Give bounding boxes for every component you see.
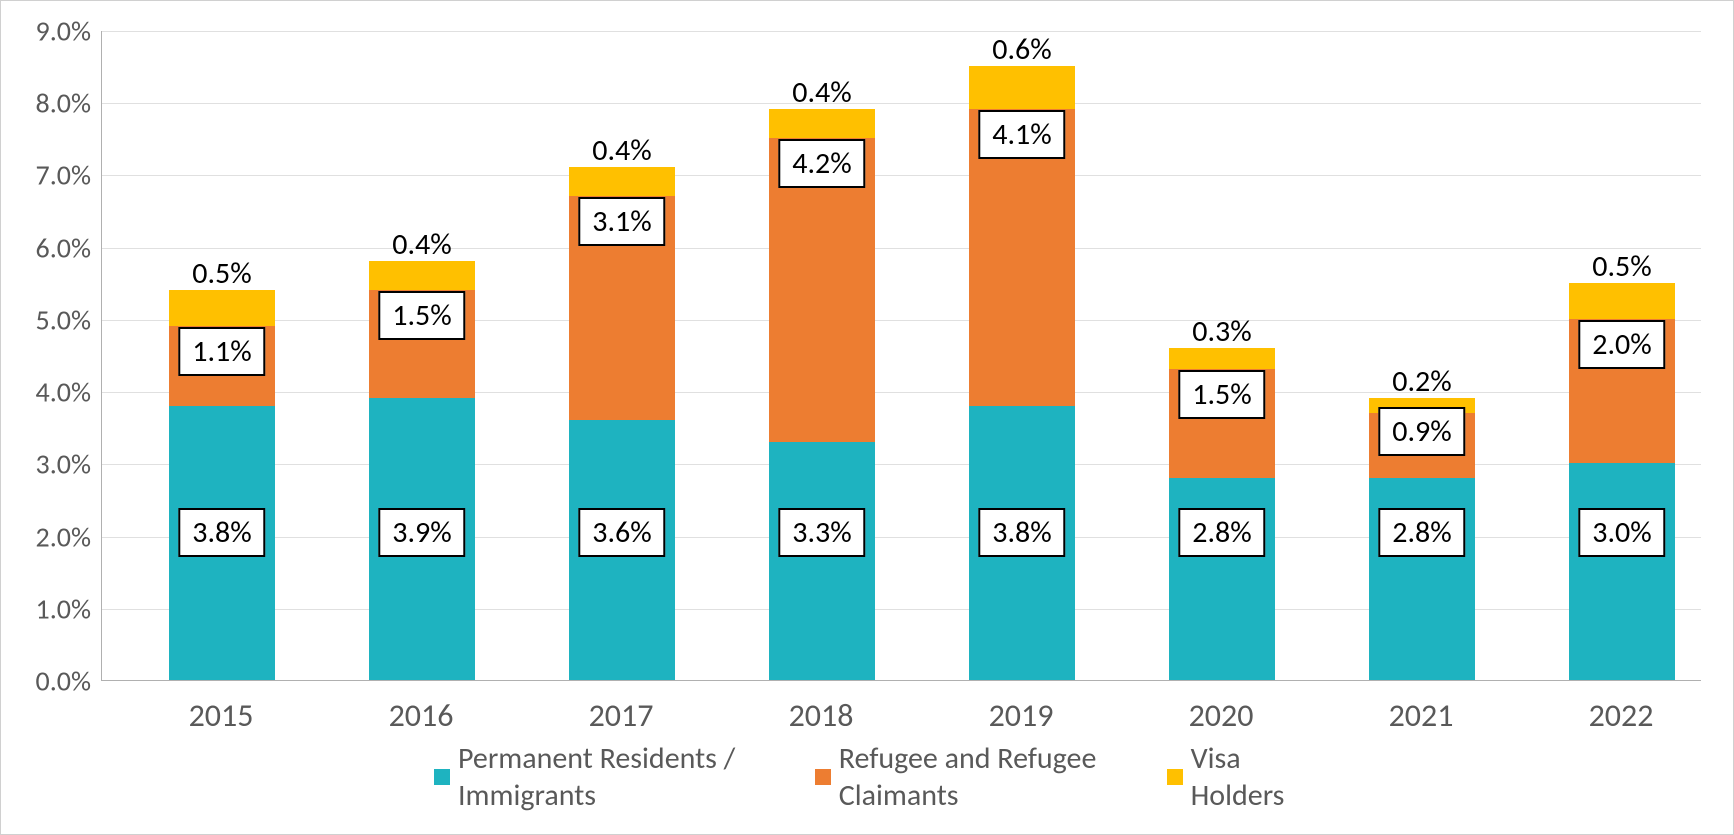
legend-label: Visa Holders	[1191, 740, 1300, 814]
plot-area: 3.8% 1.1% 0.5% 3.9% 1.5% 0.4% 3.6% 3.1% 0.4% 3.3%…	[101, 31, 1701, 681]
data-label-permanent: 3.9%	[378, 508, 465, 557]
xtick-label: 2016	[389, 696, 454, 735]
xtick-label: 2015	[189, 696, 254, 735]
bar-segment-visa	[1169, 348, 1275, 370]
bar-group	[369, 30, 475, 680]
data-label-permanent: 3.8%	[978, 508, 1065, 557]
data-label-permanent: 3.8%	[178, 508, 265, 557]
bar-segment-permanent	[1569, 463, 1675, 680]
legend: Permanent Residents / Immigrants Refugee …	[434, 740, 1300, 814]
data-label-refugee: 1.1%	[178, 327, 265, 376]
ytick-label: 5.0%	[11, 302, 91, 337]
ytick-label: 6.0%	[11, 230, 91, 265]
data-label-visa: 0.3%	[1192, 313, 1251, 350]
data-label-visa: 0.4%	[392, 226, 451, 263]
xtick-label: 2022	[1589, 696, 1654, 735]
data-label-refugee: 2.0%	[1578, 320, 1665, 369]
ytick-label: 3.0%	[11, 447, 91, 482]
data-label-refugee: 1.5%	[378, 291, 465, 340]
data-label-permanent: 3.6%	[578, 508, 665, 557]
bar-segment-visa	[969, 66, 1075, 109]
ytick-label: 9.0%	[11, 14, 91, 49]
data-label-permanent: 2.8%	[1378, 508, 1465, 557]
data-label-visa: 0.5%	[192, 255, 251, 292]
data-label-visa: 0.6%	[992, 31, 1051, 68]
data-label-refugee: 4.1%	[978, 110, 1065, 159]
legend-swatch	[434, 769, 450, 785]
ytick-label: 8.0%	[11, 86, 91, 121]
ytick-label: 0.0%	[11, 664, 91, 699]
data-label-refugee: 4.2%	[778, 139, 865, 188]
data-label-refugee: 0.9%	[1378, 407, 1465, 456]
bar-segment-visa	[1569, 283, 1675, 319]
data-label-visa: 0.4%	[792, 74, 851, 111]
bar-segment-permanent	[769, 442, 875, 680]
data-label-refugee: 3.1%	[578, 197, 665, 246]
xtick-label: 2019	[989, 696, 1054, 735]
ytick-label: 2.0%	[11, 519, 91, 554]
legend-swatch	[815, 769, 831, 785]
data-label-permanent: 3.3%	[778, 508, 865, 557]
data-label-refugee: 1.5%	[1178, 370, 1265, 419]
bar-segment-visa	[769, 109, 875, 138]
bar-group	[1369, 30, 1475, 680]
bar-group	[569, 30, 675, 680]
data-label-permanent: 3.0%	[1578, 508, 1665, 557]
legend-label: Permanent Residents / Immigrants	[458, 740, 775, 814]
xtick-label: 2018	[789, 696, 854, 735]
data-label-visa: 0.5%	[1592, 248, 1651, 285]
bar-segment-visa	[369, 261, 475, 290]
legend-label: Refugee and Refugee Claimants	[839, 740, 1127, 814]
bar-group	[1169, 30, 1275, 680]
xtick-label: 2017	[589, 696, 654, 735]
ytick-label: 1.0%	[11, 591, 91, 626]
xtick-label: 2020	[1189, 696, 1254, 735]
data-label-visa: 0.2%	[1392, 363, 1451, 400]
bar-segment-visa	[169, 290, 275, 326]
legend-item: Refugee and Refugee Claimants	[815, 740, 1127, 814]
legend-swatch	[1167, 769, 1183, 785]
stacked-bar-chart: 3.8% 1.1% 0.5% 3.9% 1.5% 0.4% 3.6% 3.1% 0.4% 3.3%…	[0, 0, 1734, 835]
data-label-visa: 0.4%	[592, 132, 651, 169]
bar-segment-visa	[569, 167, 675, 196]
xtick-label: 2021	[1389, 696, 1454, 735]
bar-group	[769, 30, 875, 680]
legend-item: Visa Holders	[1167, 740, 1300, 814]
ytick-label: 7.0%	[11, 158, 91, 193]
ytick-label: 4.0%	[11, 375, 91, 410]
legend-item: Permanent Residents / Immigrants	[434, 740, 775, 814]
data-label-permanent: 2.8%	[1178, 508, 1265, 557]
